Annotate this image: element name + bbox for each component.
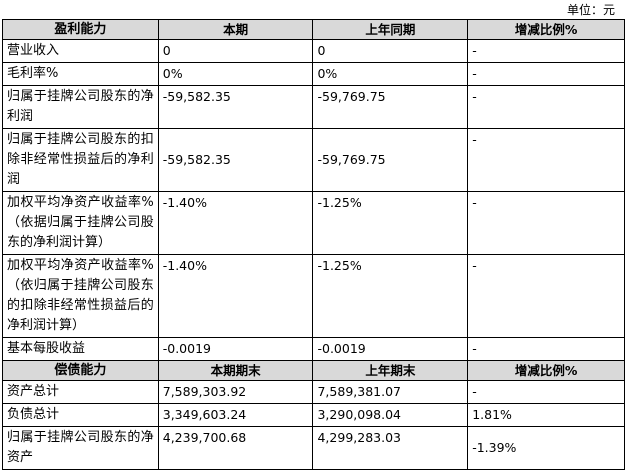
table-cell: -	[467, 254, 625, 338]
header-row: 偿债能力 本期期末 上年期末 增减比例%	[2, 360, 625, 381]
table-cell: 本期期末	[157, 360, 314, 381]
table-cell: 本期	[157, 19, 314, 40]
table-cell: -59,769.75	[312, 128, 469, 192]
table-cell: -0.0019	[157, 337, 314, 361]
table-cell: 4,239,700.68	[157, 426, 314, 470]
header-row: 盈利能力 本期 上年同期 增减比例%	[2, 19, 625, 40]
table-cell: -	[467, 191, 625, 255]
table-cell: -59,582.35	[157, 128, 314, 192]
table-cell: -	[467, 62, 625, 86]
table-row: 资产总计 7,589,303.92 7,589,381.07-	[2, 380, 625, 404]
table-row: 加权平均净资产收益率%（依归属于挂牌公司股东的扣除非经常性损益后的净利润计算） -…	[2, 254, 625, 338]
table-cell: 1.81%	[467, 403, 625, 427]
table-cell: -0.0019	[312, 337, 469, 361]
table-cell: -1.40%	[157, 191, 314, 255]
table-row: 加权平均净资产收益率%（依据归属于挂牌公司股东的净利润计算） -1.40% -1.2…	[2, 191, 625, 255]
table-cell: 上年期末	[312, 360, 469, 381]
row-label: 营业收入	[2, 39, 159, 63]
table-cell: -	[467, 85, 625, 129]
table-row: 负债总计 3,349,603.24 3,290,098.04 1.81%	[2, 403, 625, 427]
table-cell: -	[467, 337, 625, 361]
table: 盈利能力 本期 上年同期 增减比例% 营业收入 0 0- 毛利率% 0% 0% - 归属于挂牌公司股东…	[2, 19, 625, 470]
row-label: 归属于挂牌公司股东的扣除非经常性损益后的净利润	[2, 128, 159, 192]
row-label: 加权平均净资产收益率%（依归属于挂牌公司股东的扣除非经常性损益后的净利润计算）	[2, 254, 159, 338]
row-label: 负债总计	[2, 403, 159, 427]
row-label: 归属于挂牌公司股东的净利润	[2, 85, 159, 129]
table-row: 归属于挂牌公司股东的扣除非经常性损益后的净利润 -59,582.35 -59,769…	[2, 128, 625, 192]
row-label: 盈利能力	[2, 19, 159, 40]
page: {"unit":"单位：元", "table":{"rows":[ ["盈利能力…	[2, 3, 625, 470]
row-label: 基本每股收益	[2, 337, 159, 361]
table-cell: -	[467, 380, 625, 404]
table-cell: -59,582.35	[157, 85, 314, 129]
table-cell: 0	[312, 39, 469, 63]
table-cell: 4,299,283.03	[312, 426, 469, 470]
table-cell: 上年同期	[312, 19, 469, 40]
table-cell: 0%	[157, 62, 314, 86]
table-cell: -1.40%	[157, 254, 314, 338]
table-row: 毛利率% 0% 0% -	[2, 62, 625, 86]
row-label: 资产总计	[2, 380, 159, 404]
table-cell: 3,290,098.04	[312, 403, 469, 427]
table-cell: -59,769.75	[312, 85, 469, 129]
table-row: 基本每股收益 -0.0019 -0.0019-	[2, 337, 625, 361]
table-cell: 0%	[312, 62, 469, 86]
table-cell: 增减比例%	[467, 360, 625, 381]
table-row: 归属于挂牌公司股东的净资产 4,239,700.68 4,299,283.03 -1.…	[2, 426, 625, 470]
table-row: 归属于挂牌公司股东的净利润 -59,582.35 -59,769.75-	[2, 85, 625, 129]
table-cell: -	[467, 39, 625, 63]
table-cell: -1.25%	[312, 254, 469, 338]
row-label: 归属于挂牌公司股东的净资产	[2, 426, 159, 470]
row-label: 毛利率%	[2, 62, 159, 86]
table-cell: -1.25%	[312, 191, 469, 255]
table-cell: -1.39%	[467, 426, 625, 470]
table-cell: -	[467, 128, 625, 192]
row-label: 偿债能力	[2, 360, 159, 381]
table-row: 营业收入 0 0-	[2, 39, 625, 63]
unit-label: 单位：元	[566, 3, 615, 17]
table-cell: 7,589,303.92	[157, 380, 314, 404]
row-label: 加权平均净资产收益率%（依据归属于挂牌公司股东的净利润计算）	[2, 191, 159, 255]
table-cell: 0	[157, 39, 314, 63]
table-cell: 7,589,381.07	[312, 380, 469, 404]
table-cell: 3,349,603.24	[157, 403, 314, 427]
table-cell: 增减比例%	[467, 19, 625, 40]
